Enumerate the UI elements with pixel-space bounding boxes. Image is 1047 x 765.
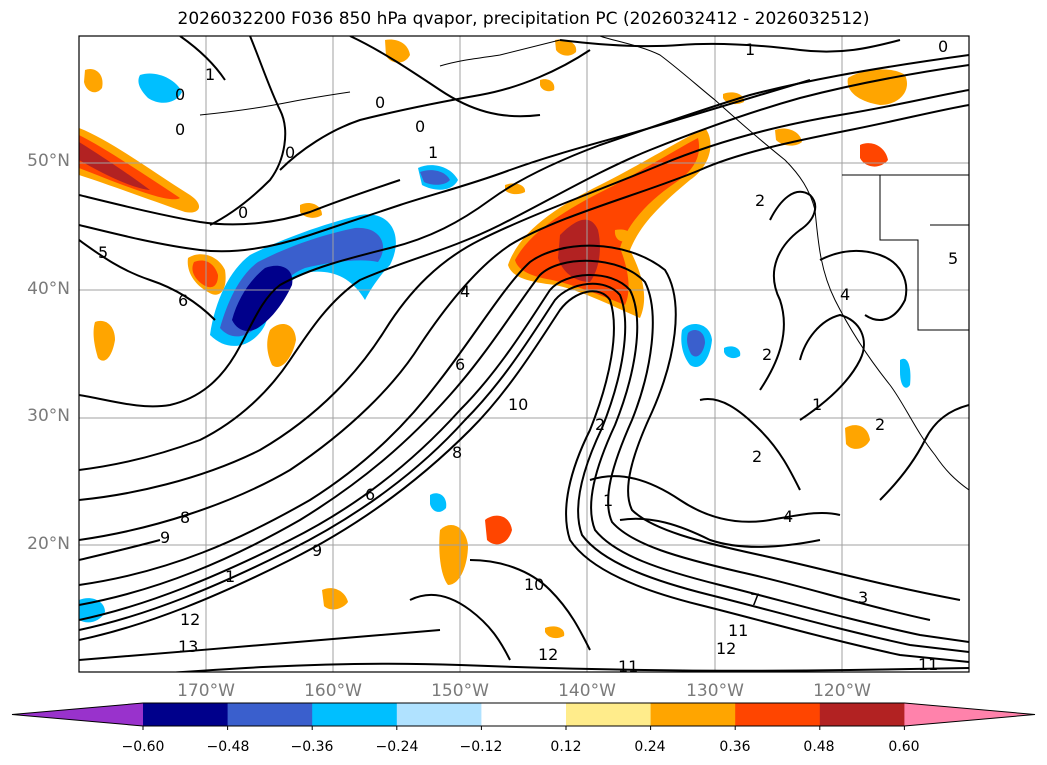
contour-label: 4 <box>840 285 850 304</box>
colorbar <box>11 702 1036 730</box>
contour-label: 9 <box>312 541 322 560</box>
contour-lines <box>79 36 969 672</box>
colorbar-tick: 0.24 <box>634 739 666 755</box>
contour-label: 2 <box>875 415 885 434</box>
contour-label: 11 <box>918 655 938 674</box>
lon-label-130w: 130°W <box>686 681 744 701</box>
colorbar-bin <box>735 703 821 726</box>
contour-label: 6 <box>365 485 375 504</box>
colorbar-tick: −0.48 <box>206 739 250 755</box>
colorbar-tick: −0.36 <box>290 739 334 755</box>
colorbar-bin <box>566 703 652 726</box>
contour-label: 13 <box>178 637 198 656</box>
contour-label: 12 <box>180 610 200 629</box>
colorbar-tick: 0.36 <box>719 739 751 755</box>
colorbar-bin <box>650 703 736 726</box>
lon-label-150w: 150°W <box>431 681 489 701</box>
colorbar-bin <box>227 703 313 726</box>
contour-label: 8 <box>180 508 190 527</box>
colorbar-bin <box>481 703 567 726</box>
lat-label-30n: 30°N <box>27 406 70 426</box>
contour-label: 0 <box>415 117 425 136</box>
contour-label: 2 <box>752 447 762 466</box>
coastlines <box>199 36 969 491</box>
contour-label: 1 <box>205 65 215 84</box>
lon-label-120w: 120°W <box>813 681 871 701</box>
colorbar-bin <box>819 703 905 726</box>
contour-labels: 1 1 1 0 0 0 0 0 0 0 5 6 6 6 8 8 9 9 10 1… <box>98 37 958 676</box>
contour-label: 5 <box>948 249 958 268</box>
colorbar-bin <box>396 703 482 726</box>
contour-label: 0 <box>375 93 385 112</box>
colorbar-tick: 0.60 <box>888 739 920 755</box>
lat-label-50n: 50°N <box>27 151 70 171</box>
contour-label: 9 <box>160 528 170 547</box>
lon-label-140w: 140°W <box>558 681 616 701</box>
contour-label: 12 <box>538 645 558 664</box>
contour-label: 0 <box>285 143 295 162</box>
contour-label: 1 <box>603 491 613 510</box>
colorbar-extend-min <box>12 703 143 726</box>
colorbar-tick: 0.48 <box>803 739 835 755</box>
contour-label: 12 <box>716 639 736 658</box>
lat-label-20n: 20°N <box>27 534 70 554</box>
contour-label: 0 <box>938 37 948 56</box>
contour-label: 2 <box>595 415 605 434</box>
contour-label: 1 <box>428 143 438 162</box>
contour-label: 8 <box>452 443 462 462</box>
colorbar-tick: −0.12 <box>459 739 503 755</box>
contour-label: 10 <box>524 575 544 594</box>
colorbar-tick: −0.60 <box>121 739 165 755</box>
contour-label: 0 <box>175 120 185 139</box>
contour-label: 3 <box>858 588 868 607</box>
contour-label: 11 <box>728 621 748 640</box>
contour-label: 1 <box>225 567 235 586</box>
map-plot-area: 1 1 1 0 0 0 0 0 0 0 5 6 6 6 8 8 9 9 10 1… <box>79 36 969 676</box>
contour-label: 11 <box>618 657 638 676</box>
lat-label-40n: 40°N <box>27 279 70 299</box>
map-title: 2026032200 F036 850 hPa qvapor, precipit… <box>177 9 870 29</box>
contour-label: 10 <box>508 395 528 414</box>
contour-label: 0 <box>175 85 185 104</box>
contour-label: 6 <box>178 291 188 310</box>
contour-label: 5 <box>98 243 108 262</box>
contour-label: 2 <box>762 345 772 364</box>
colorbar-tick: 0.12 <box>550 739 582 755</box>
lon-label-160w: 160°W <box>304 681 362 701</box>
contour-label: 1 <box>745 40 755 59</box>
contour-label: 4 <box>783 507 793 526</box>
lon-label-170w: 170°W <box>177 681 235 701</box>
colorbar-extend-max <box>904 703 1035 726</box>
colorbar-tick: −0.24 <box>375 739 419 755</box>
contour-label: 0 <box>238 203 248 222</box>
contour-label: 4 <box>460 282 470 301</box>
colorbar-bin <box>312 703 398 726</box>
contour-label: 1 <box>812 395 822 414</box>
colorbar-bin <box>143 703 229 726</box>
contour-label: 2 <box>755 191 765 210</box>
map-frame <box>78 35 970 673</box>
contour-label: 7 <box>750 590 760 609</box>
contour-label: 6 <box>455 355 465 374</box>
